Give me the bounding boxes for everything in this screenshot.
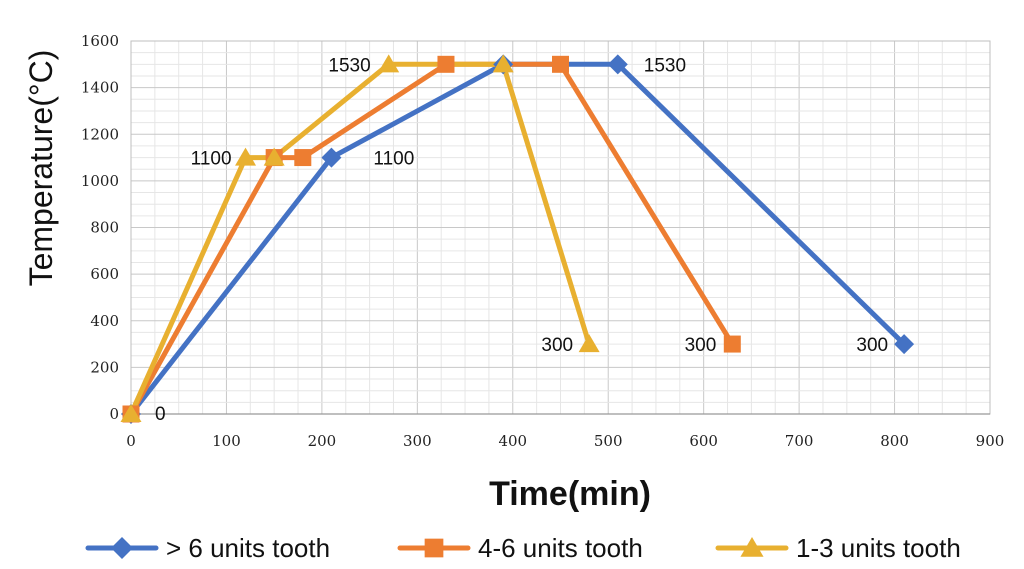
series-line-2 bbox=[128, 61, 735, 417]
data-label: 1530 bbox=[328, 55, 370, 76]
legend-item: 4-6 units tooth bbox=[397, 533, 643, 563]
data-label: 1100 bbox=[373, 149, 414, 170]
data-point-square bbox=[437, 55, 455, 73]
data-point-triangle bbox=[578, 334, 600, 353]
y-tick-label: 200 bbox=[90, 358, 119, 376]
data-point-diamond bbox=[894, 334, 915, 355]
legend-item: > 6 units tooth bbox=[85, 533, 330, 563]
legend-marker-diamond bbox=[111, 537, 133, 559]
data-label: 300 bbox=[541, 335, 573, 356]
data-point-square bbox=[294, 149, 312, 167]
x-axis-ticks: 0 100 200 300 400 500 600 700 800 900 bbox=[126, 432, 1004, 450]
data-label: 300 bbox=[856, 335, 888, 356]
data-point-diamond bbox=[607, 54, 628, 75]
y-tick-label: 0 bbox=[109, 405, 119, 423]
data-label: 0 bbox=[155, 404, 166, 425]
data-label: 1530 bbox=[644, 55, 686, 76]
series-markers bbox=[120, 54, 915, 424]
chart-grid bbox=[130, 40, 991, 415]
y-tick-label: 1000 bbox=[81, 172, 119, 190]
legend-label: 1-3 units tooth bbox=[796, 533, 961, 563]
y-tick-label: 1600 bbox=[81, 32, 119, 50]
plot-area bbox=[130, 40, 991, 415]
y-axis-ticks: 0 200 400 600 800 1000 1200 1400 1600 bbox=[81, 32, 119, 423]
data-point-square bbox=[723, 335, 741, 353]
x-tick-label: 200 bbox=[308, 432, 337, 450]
data-point-triangle bbox=[235, 147, 257, 166]
data-point-diamond bbox=[321, 147, 342, 168]
y-tick-label: 400 bbox=[90, 312, 119, 330]
legend-marker-square bbox=[424, 538, 444, 558]
legend-item: 1-3 units tooth bbox=[715, 533, 961, 563]
x-tick-label: 700 bbox=[785, 432, 814, 450]
x-tick-label: 400 bbox=[498, 432, 527, 450]
legend-marker-triangle bbox=[740, 537, 764, 557]
x-tick-label: 300 bbox=[403, 432, 432, 450]
data-point-triangle bbox=[263, 147, 285, 166]
x-axis-title: Time(min) bbox=[489, 475, 651, 513]
y-tick-label: 600 bbox=[90, 265, 119, 283]
series-line-3 bbox=[128, 61, 592, 417]
data-labels: 1530 1530 1100 1100 300 300 300 0 bbox=[155, 55, 888, 425]
y-tick-label: 1400 bbox=[81, 79, 119, 97]
data-point-square bbox=[552, 55, 569, 73]
data-point-triangle bbox=[378, 54, 400, 73]
x-tick-label: 100 bbox=[212, 432, 241, 450]
data-label: 300 bbox=[685, 335, 717, 356]
x-tick-label: 900 bbox=[976, 432, 1005, 450]
x-tick-label: 600 bbox=[689, 432, 718, 450]
data-label: 1100 bbox=[191, 149, 232, 170]
x-tick-label: 800 bbox=[880, 432, 909, 450]
legend: > 6 units tooth 4-6 units tooth 1-3 units … bbox=[85, 533, 961, 563]
y-axis-title: Temperature(°C) bbox=[23, 50, 59, 287]
x-tick-label: 0 bbox=[126, 432, 136, 450]
y-tick-label: 800 bbox=[90, 219, 119, 237]
x-tick-label: 500 bbox=[594, 432, 623, 450]
legend-label: 4-6 units tooth bbox=[478, 533, 643, 563]
data-point-triangle bbox=[492, 54, 514, 73]
legend-label: > 6 units tooth bbox=[166, 533, 330, 563]
y-tick-label: 1200 bbox=[81, 125, 119, 143]
data-point-triangle bbox=[120, 404, 142, 422]
